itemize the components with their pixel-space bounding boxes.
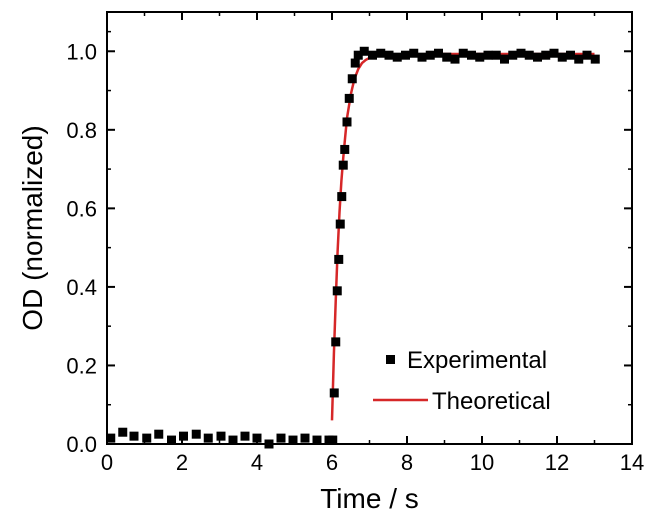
legend-label-experimental: Experimental [407,347,547,374]
experimental-point [347,74,357,84]
experimental-point [491,50,501,60]
experimental-point [425,50,435,60]
x-tick-label: 6 [326,450,338,475]
legend: Experimental Theoretical [373,347,551,415]
experimental-point [450,54,460,64]
experimental-point [276,433,286,443]
plot-frame [106,11,633,445]
experimental-point [516,48,526,58]
x-tick-label: 14 [620,450,644,475]
experimental-point [129,431,139,441]
experimental-point [566,50,575,60]
experimental-point [329,388,339,398]
experimental-point [252,433,262,443]
y-tick-label: 0.0 [66,432,97,457]
experimental-point [191,429,201,439]
y-tick-label: 0.8 [66,118,97,143]
experimental-point [167,435,176,445]
experimental-point [203,433,213,443]
experimental-point [338,160,348,170]
experimental-point [154,429,164,439]
experimental-point [118,427,128,437]
experimental-point [524,50,534,60]
experimental-point [106,433,116,443]
y-tick-label: 0.4 [66,275,97,300]
experimental-point [508,50,518,60]
experimental-point [376,48,386,58]
experimental-point [392,52,402,62]
experimental-point [458,48,468,58]
experimental-point [401,50,410,60]
x-tick-label: 2 [176,450,188,475]
experimental-point [409,48,419,58]
experimental-point [549,48,559,58]
experimental-point [417,52,427,62]
experimental-point [467,50,476,60]
experimental-point [331,337,341,347]
y-axis-ticks: 0.0 0.2 0.4 0.6 0.8 1.0 [66,30,632,457]
experimental-point [483,50,493,60]
experimental-point [142,433,152,443]
experimental-point [334,254,344,264]
y-tick-label: 1.0 [66,39,97,64]
experimental-point [557,52,567,62]
experimental-point [288,435,298,445]
experimental-point [264,439,274,449]
experimental-point [350,58,360,68]
experimental-point [340,144,350,154]
experimental-point [342,117,352,127]
experimental-point [500,54,509,64]
experimental-point [353,50,363,60]
experimental-point [533,52,542,62]
experimental-point [344,93,354,103]
y-tick-label: 0.6 [66,196,97,221]
experimental-point [541,50,551,60]
experimental-point [300,433,310,443]
y-tick-label: 0.2 [66,353,97,378]
x-tick-label: 8 [401,450,413,475]
x-tick-label: 12 [545,450,569,475]
x-tick-label: 10 [470,450,494,475]
x-axis-title: Time / s [320,483,419,514]
experimental-point [475,52,485,62]
x-tick-label: 4 [251,450,263,475]
experimental-point [312,435,322,445]
legend-label-theoretical: Theoretical [432,388,551,415]
legend-marker-experimental [386,355,395,364]
experimental-point [332,286,342,296]
experimental-point [335,219,345,229]
experimental-point [228,435,238,445]
experimental-point [328,435,338,445]
x-tick-label: 0 [101,450,113,475]
experimental-point [337,192,347,202]
plot-border [106,11,633,445]
experimental-point [434,48,443,58]
experimental-point [590,54,600,64]
experimental-point [442,52,452,62]
experimental-point [368,50,377,60]
experimental-point [384,50,394,60]
experimental-point [216,431,226,441]
y-axis-title: OD (normalized) [17,125,48,330]
experimental-point [574,54,584,64]
experimental-series [106,46,600,449]
experimental-point [179,431,188,441]
experimental-point [359,46,369,56]
experimental-point [240,431,250,441]
x-axis-ticks: 0 2 4 6 8 10 12 14 [101,12,644,475]
experimental-point [582,50,592,60]
